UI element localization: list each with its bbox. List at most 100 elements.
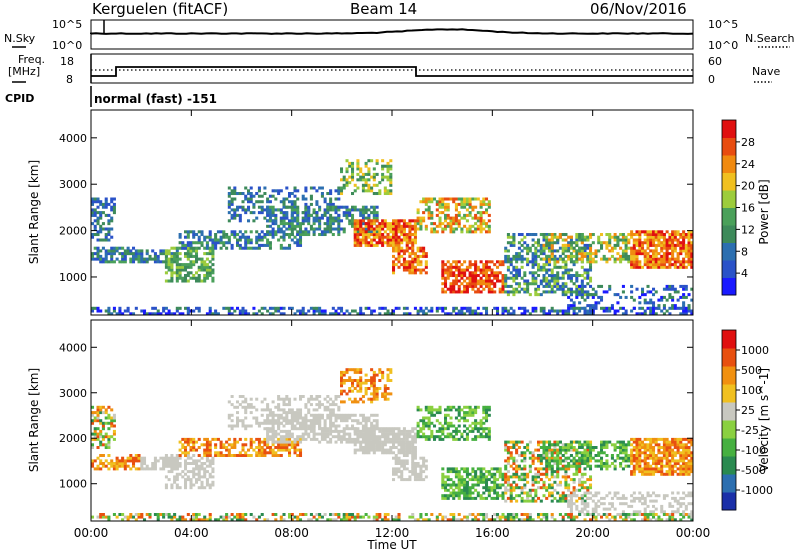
echo-cell <box>643 260 647 264</box>
echo-cell <box>323 424 327 428</box>
echo-cell <box>367 178 371 182</box>
echo-cell <box>356 440 360 444</box>
echo-cell <box>657 263 661 267</box>
echo-cell <box>290 411 294 415</box>
echo-cell <box>370 368 374 372</box>
echo-cell <box>550 257 554 261</box>
echo-cell <box>356 219 360 223</box>
echo-cell <box>471 421 475 425</box>
echo-cell <box>616 309 620 313</box>
echo-cell <box>679 233 683 237</box>
echo-cell <box>624 309 628 313</box>
echo-cell <box>438 421 442 425</box>
echo-cell <box>227 306 231 310</box>
echo-cell <box>208 265 212 269</box>
echo-cell <box>266 427 270 431</box>
echo-cell <box>463 496 467 500</box>
echo-cell <box>457 478 461 482</box>
echo-cell <box>132 246 136 250</box>
echo-cell <box>372 413 376 417</box>
echo-cell <box>548 241 552 245</box>
echo-cell <box>356 448 360 452</box>
echo-cell <box>367 230 371 234</box>
echo-cell <box>364 424 368 428</box>
echo-cell <box>389 189 393 193</box>
echo-cell <box>405 260 409 264</box>
echo-cell <box>361 416 365 420</box>
echo-cell <box>643 249 647 253</box>
echo-cell <box>367 446 371 449</box>
echo-cell <box>649 260 653 264</box>
echo-cell <box>121 246 125 250</box>
echo-cell <box>564 293 568 297</box>
echo-cell <box>444 276 448 280</box>
echo-cell <box>197 276 201 280</box>
echo-cell <box>665 298 669 302</box>
echo-cell <box>471 284 475 288</box>
echo-cell <box>583 238 587 242</box>
echo-cell <box>203 470 207 474</box>
echo-cell <box>474 216 478 220</box>
echo-cell <box>288 243 292 247</box>
echo-cell <box>252 205 256 209</box>
echo-cell <box>326 227 330 231</box>
echo-cell <box>496 306 500 310</box>
echo-cell <box>589 276 593 280</box>
echo-cell <box>460 230 464 234</box>
echo-cell <box>682 243 686 247</box>
echo-cell <box>479 260 483 264</box>
echo-cell <box>345 368 349 372</box>
echo-cell <box>586 268 590 272</box>
echo-cell <box>282 238 286 242</box>
echo-cell <box>402 257 406 261</box>
noise-left-tick-top: 10^5 <box>52 18 82 31</box>
echo-cell <box>301 222 305 226</box>
echo-cell <box>104 459 108 463</box>
echo-cell <box>668 233 672 237</box>
echo-cell <box>402 451 406 455</box>
echo-cell <box>244 246 248 250</box>
echo-cell <box>558 254 562 258</box>
echo-cell <box>400 437 404 441</box>
echo-cell <box>610 249 614 253</box>
echo-cell <box>364 161 368 165</box>
echo-cell <box>290 200 294 204</box>
echo-cell <box>205 454 209 457</box>
echo-cell <box>118 306 122 310</box>
echo-cell <box>279 222 283 226</box>
echo-cell <box>411 454 415 457</box>
echo-cell <box>449 432 453 436</box>
echo-cell <box>498 470 502 474</box>
echo-cell <box>164 459 168 463</box>
echo-cell <box>290 435 294 439</box>
echo-cell <box>296 216 300 220</box>
echo-cell <box>405 246 409 250</box>
echo-cell <box>277 421 281 425</box>
echo-cell <box>173 260 177 264</box>
echo-cell <box>359 389 363 393</box>
echo-cell <box>247 189 251 193</box>
echo-cell <box>534 306 538 310</box>
echo-cell <box>526 252 530 256</box>
echo-cell <box>383 186 387 190</box>
echo-cell <box>329 208 333 212</box>
echo-cell <box>621 241 625 245</box>
echo-cell <box>249 230 253 234</box>
echo-cell <box>91 419 95 423</box>
echo-cell <box>91 233 95 237</box>
echo-cell <box>539 467 543 471</box>
echo-cell <box>422 459 426 463</box>
echo-cell <box>263 216 267 220</box>
echo-cell <box>411 260 415 264</box>
echo-cell <box>282 419 286 423</box>
echo-cell <box>468 429 472 433</box>
echo-cell <box>375 183 379 187</box>
echo-cell <box>660 263 664 267</box>
echo-cell <box>671 252 675 256</box>
echo-cell <box>619 246 623 250</box>
echo-cell <box>345 437 349 441</box>
echo-cell <box>93 257 97 261</box>
echo-cell <box>654 257 658 261</box>
echo-cell <box>457 197 461 201</box>
echo-cell <box>641 287 645 291</box>
